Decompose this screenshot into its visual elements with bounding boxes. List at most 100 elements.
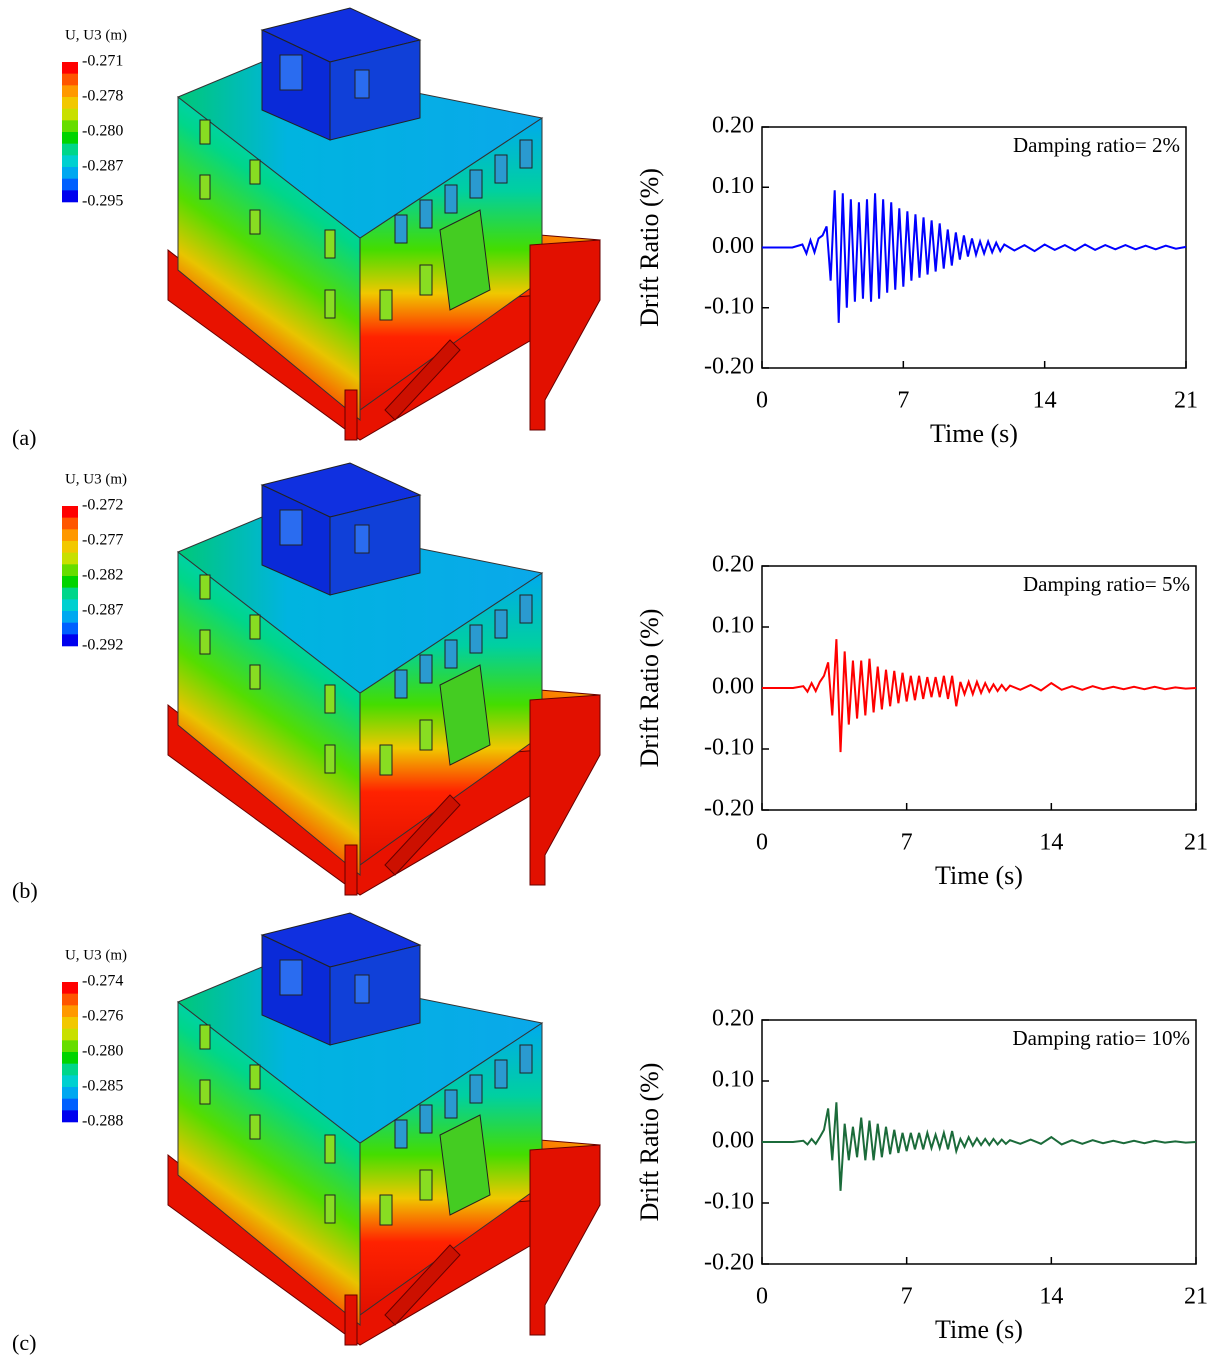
y-tick-label: -0.10 (704, 1189, 754, 1215)
legend-label: -0.285 (82, 1078, 123, 1095)
y-tick-label: 0.10 (712, 173, 754, 199)
legend-label: -0.292 (82, 637, 123, 654)
legend-swatch (62, 587, 78, 600)
x-tick-label: 14 (1033, 388, 1057, 414)
legend-swatch (62, 190, 78, 203)
y-tick-label: 0.20 (712, 113, 754, 139)
x-tick-label: 0 (756, 830, 768, 856)
legend-swatch (62, 982, 78, 994)
x-tick-label: 7 (901, 1284, 913, 1310)
legend-swatch (62, 564, 78, 577)
y-tick-label: 0.10 (712, 1067, 754, 1093)
annotation: Damping ratio= 2% (1013, 133, 1180, 157)
x-tick-label: 14 (1039, 830, 1063, 856)
legend-swatch (62, 599, 78, 612)
x-tick-label: 0 (756, 388, 768, 414)
legend-swatch (62, 1017, 78, 1029)
data-line (762, 1102, 1197, 1191)
x-tick-label: 14 (1039, 1284, 1063, 1310)
legend-label: -0.274 (82, 973, 123, 990)
x-axis-label: Time (s) (935, 861, 1023, 890)
data-line (762, 639, 1197, 753)
y-tick-label: -0.20 (704, 796, 754, 822)
fe-model-image (167, 7, 601, 441)
legend-swatch (62, 178, 78, 191)
legend-swatch (62, 1005, 78, 1018)
y-tick-label: 0.20 (712, 552, 754, 578)
panel-label: (b) (12, 878, 38, 903)
legend-swatch (62, 155, 78, 168)
y-axis-label: Drift Ratio (%) (635, 1063, 664, 1222)
legend-label: -0.277 (82, 532, 123, 549)
legend-label: -0.295 (82, 193, 123, 210)
y-axis-label: Drift Ratio (%) (635, 168, 664, 327)
legend-label: -0.280 (82, 1043, 123, 1060)
legend-swatch (62, 143, 78, 156)
legend-swatch (62, 1087, 78, 1099)
legend-swatch (62, 1040, 78, 1053)
legend-swatch (62, 993, 78, 1006)
x-tick-label: 7 (901, 830, 913, 856)
legend-swatch (62, 62, 78, 74)
legend-label: -0.272 (82, 497, 123, 514)
y-tick-label: 0.10 (712, 613, 754, 639)
y-tick-label: 0.00 (712, 1128, 754, 1154)
legend-title: U, U3 (m) (65, 947, 127, 963)
legend-swatch (62, 120, 78, 133)
legend-title: U, U3 (m) (65, 471, 127, 487)
annotation: Damping ratio= 5% (1023, 572, 1190, 596)
x-tick-label: 21 (1174, 388, 1198, 414)
legend-swatch (62, 634, 78, 647)
x-tick-label: 21 (1184, 830, 1208, 856)
legend-label: -0.278 (82, 88, 123, 105)
y-tick-label: -0.10 (704, 735, 754, 761)
legend-swatch (62, 73, 78, 86)
legend-label: -0.282 (82, 567, 123, 584)
x-tick-label: 21 (1184, 1284, 1208, 1310)
legend-swatch (62, 1075, 78, 1088)
legend-swatch (62, 85, 78, 98)
panel-label: (a) (12, 425, 36, 450)
legend-swatch (62, 611, 78, 623)
x-axis-label: Time (s) (935, 1315, 1023, 1344)
x-tick-label: 0 (756, 1284, 768, 1310)
legend-label: -0.288 (82, 1113, 123, 1130)
legend-swatch (62, 506, 78, 518)
legend-swatch (62, 576, 78, 588)
fe-model-image (167, 462, 601, 896)
y-tick-label: -0.20 (704, 354, 754, 380)
y-axis-label: Drift Ratio (%) (635, 609, 664, 768)
data-line (762, 190, 1187, 323)
x-axis-label: Time (s) (930, 419, 1018, 448)
legend-label: -0.287 (82, 158, 123, 175)
legend-swatch (62, 1098, 78, 1111)
legend-swatch (62, 552, 78, 565)
legend-swatch (62, 97, 78, 109)
legend-label: -0.271 (82, 53, 123, 70)
y-tick-label: 0.00 (712, 674, 754, 700)
legend-swatch (62, 529, 78, 542)
annotation: Damping ratio= 10% (1013, 1026, 1190, 1050)
legend-swatch (62, 1028, 78, 1041)
panel-label: (c) (12, 1330, 36, 1355)
fe-model-image (167, 912, 601, 1346)
legend-label: -0.276 (82, 1008, 123, 1025)
y-tick-label: -0.10 (704, 293, 754, 319)
legend-swatch (62, 541, 78, 553)
legend-label: -0.280 (82, 123, 123, 140)
legend-swatch (62, 1110, 78, 1123)
legend-swatch (62, 1063, 78, 1076)
legend-swatch (62, 167, 78, 179)
legend-swatch (62, 517, 78, 530)
x-tick-label: 7 (897, 388, 909, 414)
y-tick-label: -0.20 (704, 1250, 754, 1276)
legend-title: U, U3 (m) (65, 27, 127, 43)
legend-swatch (62, 132, 78, 144)
legend-swatch (62, 108, 78, 121)
legend-swatch (62, 622, 78, 635)
y-tick-label: 0.00 (712, 233, 754, 259)
legend-swatch (62, 1052, 78, 1064)
legend-label: -0.287 (82, 602, 123, 619)
y-tick-label: 0.20 (712, 1006, 754, 1032)
